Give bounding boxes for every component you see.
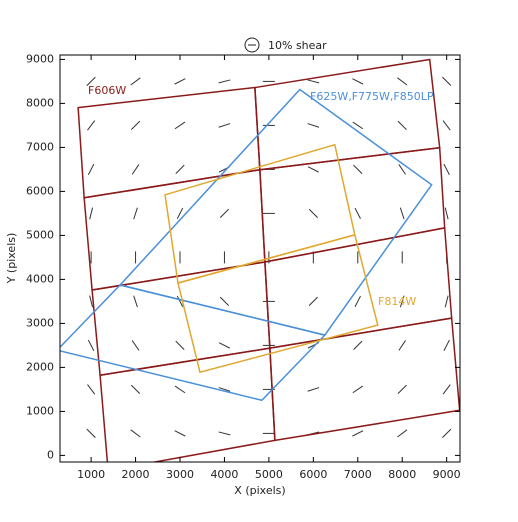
footprint-chip <box>77 86 261 199</box>
shear-stick <box>308 296 318 306</box>
shear-stick <box>86 76 96 86</box>
shear-stick <box>307 387 320 392</box>
shear-stick <box>443 163 450 175</box>
y-tick-label: 7000 <box>26 140 54 153</box>
shear-stick <box>218 431 231 436</box>
shear-stick <box>218 387 231 392</box>
shear-stick <box>352 121 364 130</box>
scale-symbol <box>244 37 260 53</box>
shear-stick <box>87 163 95 175</box>
x-tick-label: 5000 <box>255 468 283 481</box>
shear-stick <box>444 295 449 308</box>
x-tick-label: 6000 <box>299 468 327 481</box>
shear-stick <box>133 207 138 220</box>
y-axis-label: Y (pixels) <box>5 233 18 285</box>
shear-stick <box>442 428 452 438</box>
y-tick-label: 8000 <box>26 96 54 109</box>
shear-stick <box>354 207 361 219</box>
shear-stick <box>87 339 95 351</box>
shear-stick <box>131 164 140 175</box>
shear-stick <box>87 384 96 395</box>
shear-stick <box>174 121 186 130</box>
x-tick-label: 7000 <box>344 468 372 481</box>
shear-stick <box>87 120 96 131</box>
footprint-chip <box>177 233 379 374</box>
plot-frame <box>59 54 461 463</box>
footprint-chip <box>91 261 271 377</box>
y-tick-label: 4000 <box>26 272 54 285</box>
shear-stick <box>442 384 451 395</box>
shear-stick <box>219 296 230 306</box>
x-tick-label: 9000 <box>433 468 461 481</box>
shear-stick <box>353 164 363 174</box>
shear-stick <box>307 79 320 84</box>
shear-stick <box>398 340 406 351</box>
shear-stick <box>307 123 320 128</box>
shear-stick <box>131 340 140 351</box>
shear-stick <box>397 77 408 86</box>
shear-stick <box>218 79 231 84</box>
y-tick-label: 2000 <box>26 360 54 373</box>
shear-stick <box>174 385 186 394</box>
shear-stick <box>175 340 185 350</box>
shear-stick <box>398 164 406 175</box>
shear-stick <box>442 76 452 86</box>
x-tick-label: 1000 <box>77 468 105 481</box>
y-tick-label: 9000 <box>26 52 54 65</box>
shear-stick <box>444 207 449 220</box>
shear-stick <box>130 77 141 86</box>
shear-stick <box>352 430 364 437</box>
x-tick-label: 4000 <box>210 468 238 481</box>
shear-stick <box>399 295 405 308</box>
shear-stick <box>130 384 141 394</box>
shear-stick <box>443 339 450 351</box>
shear-stick <box>397 384 407 394</box>
shear-stick <box>397 120 407 130</box>
footprint-chip <box>60 284 327 402</box>
shear-stick <box>176 295 184 307</box>
x-tick-label: 3000 <box>166 468 194 481</box>
footprint-label: F625W,F775W,F850LP <box>310 90 434 103</box>
footprint-label: F606W <box>88 84 126 97</box>
shear-stick <box>174 78 186 85</box>
shear-stick <box>399 207 405 220</box>
shear-stick <box>218 342 231 349</box>
scale-label: 10% shear <box>268 39 327 52</box>
footprint-chip <box>83 168 266 291</box>
shear-stick <box>352 78 364 85</box>
footprint-chip <box>254 58 441 171</box>
shear-stick <box>308 208 318 218</box>
shear-stick <box>89 295 94 308</box>
shear-stick <box>442 120 451 131</box>
y-tick-label: 1000 <box>26 404 54 417</box>
shear-stick <box>307 166 319 173</box>
shear-stick <box>130 120 141 130</box>
shear-stick <box>130 429 141 438</box>
shear-stick <box>354 295 361 307</box>
y-tick-label: 6000 <box>26 184 54 197</box>
shear-stick <box>397 429 408 438</box>
x-axis-label: X (pixels) <box>234 484 285 497</box>
footprint-chip <box>269 317 460 442</box>
shear-stick <box>352 385 364 394</box>
x-tick-label: 8000 <box>388 468 416 481</box>
shear-stick <box>218 123 231 128</box>
shear-stick <box>174 430 186 437</box>
shear-stick <box>86 428 96 438</box>
shear-stick <box>219 208 230 218</box>
shear-stick <box>176 207 184 219</box>
plot-area <box>60 58 460 462</box>
shear-stick <box>133 295 138 308</box>
shear-stick <box>353 340 363 350</box>
y-tick-label: 0 <box>47 448 54 461</box>
y-tick-label: 3000 <box>26 316 54 329</box>
y-tick-label: 5000 <box>26 228 54 241</box>
shear-stick <box>175 164 185 174</box>
x-tick-label: 2000 <box>122 468 150 481</box>
shear-stick <box>89 207 94 220</box>
footprint-label: F814W <box>378 295 416 308</box>
